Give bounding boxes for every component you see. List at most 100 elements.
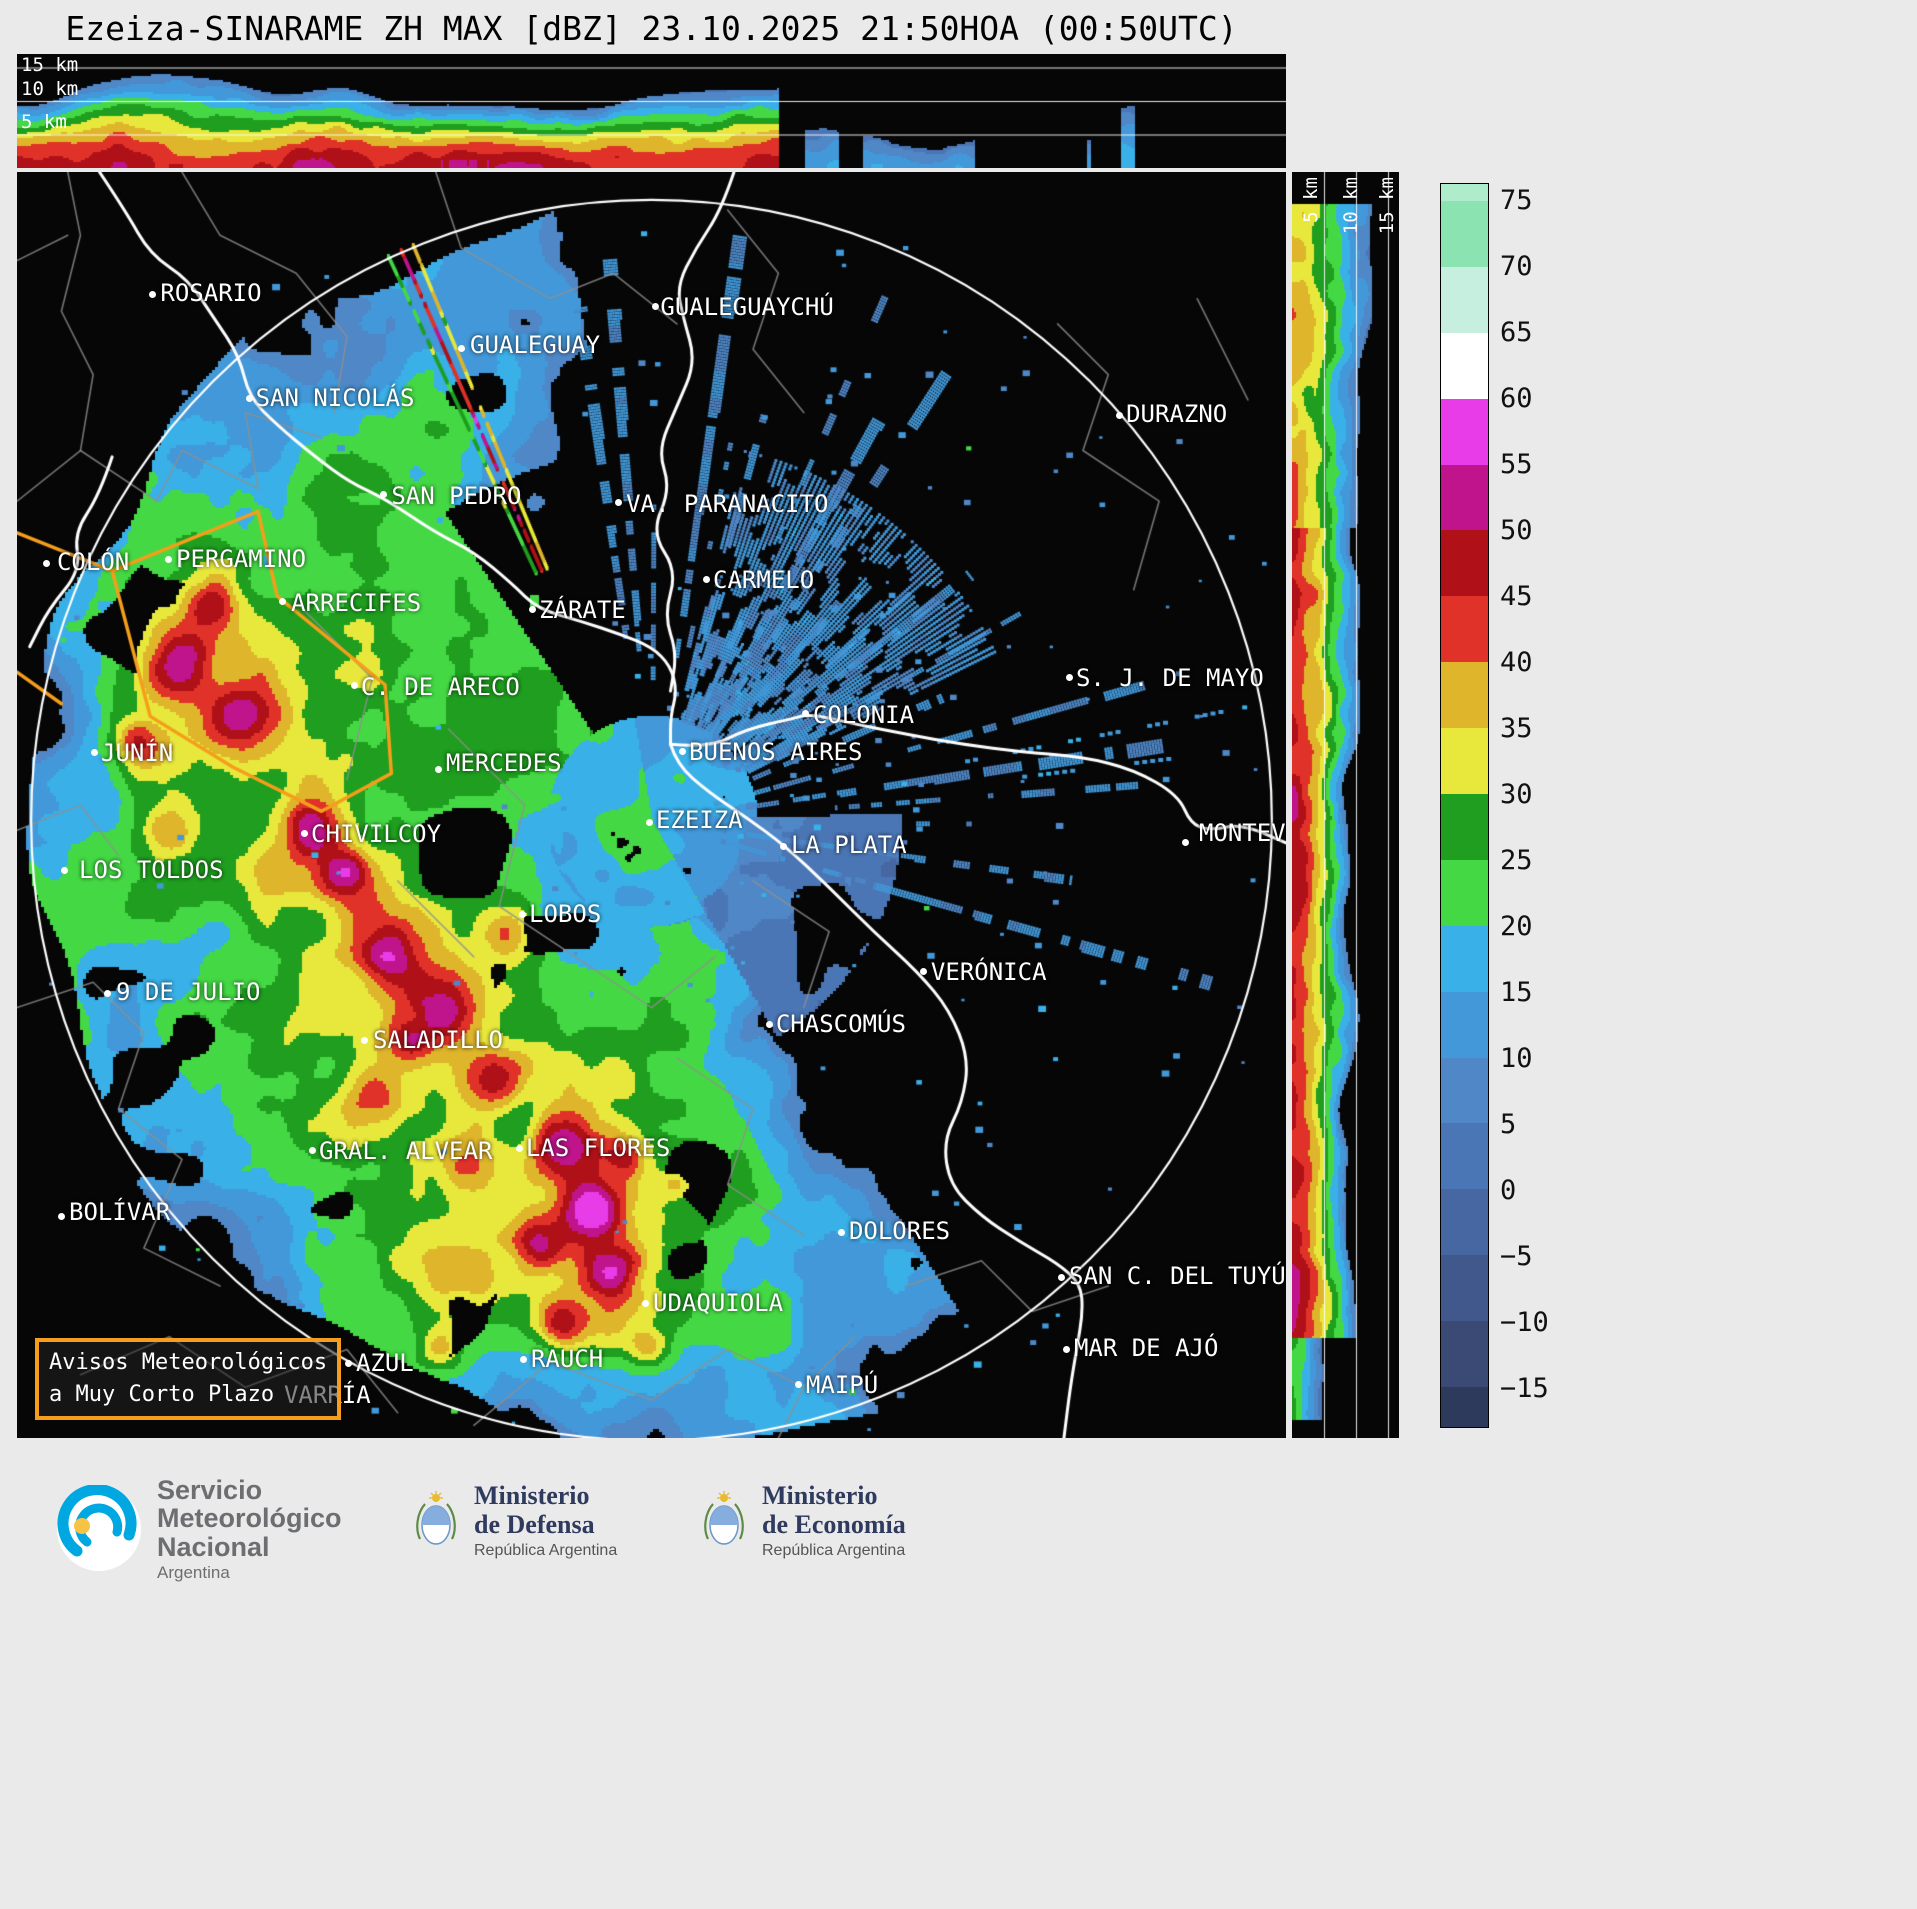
- radar-map-canvas: [17, 172, 1286, 1438]
- city-dot: [57, 1213, 65, 1221]
- economia-line-2: de Economía: [762, 1509, 906, 1539]
- city-dot: [642, 1299, 650, 1307]
- city-label: CHASCOMÚS: [775, 1010, 906, 1039]
- smn-logo-text: Servicio Meteorológico Nacional Argentin…: [157, 1476, 342, 1582]
- city-dot: [90, 749, 98, 757]
- argentina-coat-of-arms-icon: [416, 1491, 456, 1545]
- colorbar-tick: 20: [1500, 911, 1533, 942]
- city-dot: [104, 989, 112, 997]
- smn-line-2: Meteorológico: [157, 1503, 342, 1534]
- top-cross-section-panel: 15 km 10 km 5 km: [17, 54, 1286, 168]
- city-label: COLONIA: [812, 700, 915, 729]
- colorbar-tick: 10: [1500, 1043, 1533, 1074]
- city-dot: [838, 1228, 846, 1236]
- colorbar-tick: 65: [1500, 317, 1533, 348]
- altitude-label-15km-vertical: 15 km: [1376, 177, 1398, 235]
- advisory-line-2: a Muy Corto Plazo: [49, 1381, 275, 1407]
- colorbar-tick: 45: [1500, 581, 1533, 612]
- smn-line-1: Servicio: [157, 1475, 263, 1505]
- city-dot: [1116, 411, 1124, 419]
- city-label: GUALEGUAYCHÚ: [660, 293, 834, 322]
- city-label: MONTEV: [1198, 818, 1286, 847]
- city-label: JUNÍN: [101, 738, 174, 767]
- colorbar-segment: [1441, 1189, 1488, 1256]
- city-label: DOLORES: [848, 1216, 951, 1245]
- city-dot: [300, 830, 308, 838]
- city-label: CHIVILCOY: [311, 819, 442, 848]
- city-dot: [61, 867, 69, 875]
- city-dot: [361, 1037, 369, 1045]
- city-dot: [679, 748, 687, 756]
- colorbar-segment: [1441, 1057, 1488, 1124]
- altitude-label-5km: 5 km: [21, 111, 67, 133]
- city-label: DURAZNO: [1126, 400, 1228, 428]
- colorbar-segment: [1441, 728, 1488, 794]
- city-dot: [802, 710, 810, 718]
- city-dot: [646, 819, 654, 827]
- smn-line-3: Nacional: [157, 1531, 270, 1562]
- colorbar-tick: 40: [1500, 647, 1533, 678]
- economia-line-1: Ministerio: [762, 1481, 878, 1510]
- colorbar-tick: 60: [1500, 383, 1533, 414]
- defensa-line-1: Ministerio: [474, 1481, 590, 1510]
- city-label: MAR DE AJÓ: [1073, 1333, 1219, 1362]
- city-dot: [1065, 673, 1073, 681]
- city-dot: [651, 303, 659, 311]
- city-label: MERCEDES: [445, 749, 562, 778]
- colorbar-segment: [1441, 332, 1488, 399]
- altitude-label-15km: 15 km: [21, 54, 79, 76]
- colorbar-segment: [1441, 530, 1488, 597]
- city-dot: [1182, 839, 1190, 847]
- smn-logo-icon: [57, 1484, 141, 1571]
- city-dot: [43, 560, 51, 568]
- altitude-label-10km-vertical: 10 km: [1340, 177, 1362, 235]
- colorbar-tick: 75: [1500, 185, 1533, 216]
- city-label: LAS FLORES: [525, 1134, 671, 1163]
- right-cross-section-panel: 5 km 10 km 15 km: [1292, 172, 1399, 1438]
- top-cross-section-canvas: [17, 54, 1286, 168]
- defensa-line-2: de Defensa: [474, 1509, 595, 1539]
- city-label: COLÓN: [56, 548, 130, 576]
- city-label: GUALEGUAY: [470, 331, 601, 359]
- colorbar-gradient: [1440, 183, 1489, 1428]
- city-label: LOBOS: [529, 899, 602, 928]
- colorbar-segment: [1441, 1255, 1488, 1322]
- colorbar-tick: 15: [1500, 977, 1533, 1008]
- ministerio-defensa-block: Ministerio de Defensa República Argentin…: [412, 1481, 617, 1560]
- right-cross-section-canvas: [1292, 172, 1399, 1438]
- smn-logo-block: Servicio Meteorológico Nacional Argentin…: [55, 1476, 342, 1582]
- city-dot: [279, 598, 287, 606]
- city-dot: [795, 1381, 803, 1389]
- colorbar-tick: 5: [1500, 1109, 1517, 1140]
- ministerio-defensa-text: Ministerio de Defensa República Argentin…: [474, 1481, 617, 1560]
- colorbar-segment: [1441, 1321, 1488, 1387]
- advisory-box: Avisos Meteorológicos a Muy Corto Plazo: [35, 1338, 342, 1420]
- city-label: SAN NICOLÁS: [255, 384, 415, 413]
- city-dot: [702, 575, 710, 583]
- city-label: MAIPÚ: [805, 1371, 879, 1400]
- colorbar-segment: [1441, 662, 1488, 729]
- map-overlay: ROSARIO GUALEGUAYCHÚ GUALEGUAY SAN NICOLÁS D…: [17, 172, 1286, 1438]
- city-dot: [245, 395, 253, 403]
- colorbar: 75 70 65 60 55 50 45 40 35 30 25 20 15 10 5 0 −5 −10 −15: [1440, 183, 1680, 1443]
- city-label: ZÁRATE: [539, 595, 626, 624]
- city-dot: [528, 605, 536, 613]
- colorbar-tick: −5: [1500, 1241, 1533, 1272]
- colorbar-tick: 35: [1500, 713, 1533, 744]
- page-title: Ezeiza-SINARAME ZH MAX [dBZ] 23.10.2025 …: [65, 9, 1238, 48]
- city-dot: [308, 1147, 316, 1155]
- city-label: AZUL: [355, 1349, 414, 1377]
- city-dot: [780, 842, 788, 850]
- footer: Servicio Meteorológico Nacional Argentin…: [0, 1468, 1917, 1608]
- city-dot: [345, 1359, 353, 1367]
- city-dot: [435, 765, 443, 773]
- city-dot: [164, 555, 172, 563]
- colorbar-tick: −10: [1500, 1307, 1549, 1338]
- city-dot: [765, 1020, 773, 1028]
- city-dot: [149, 291, 157, 299]
- colorbar-extend-low: [1441, 1387, 1488, 1427]
- colorbar-extend-high: [1441, 184, 1488, 201]
- colorbar-tick: 0: [1500, 1175, 1517, 1206]
- ministerio-economia-block: Ministerio de Economía República Argenti…: [700, 1481, 906, 1560]
